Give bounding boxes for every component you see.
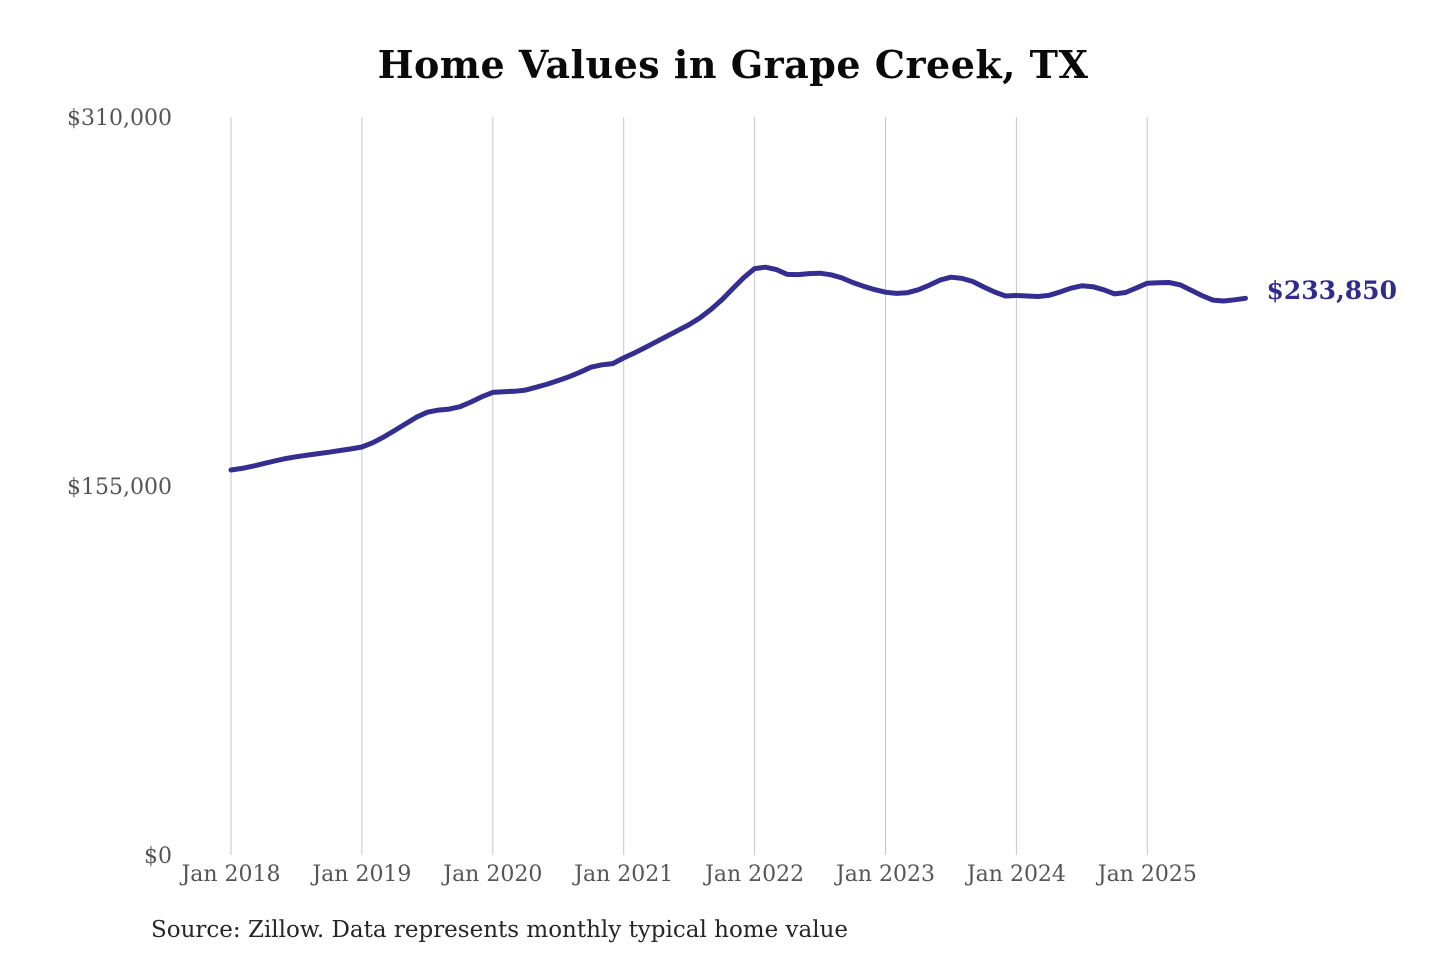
x-axis-tick-label: Jan 2024 <box>965 862 1066 887</box>
source-note: Source: Zillow. Data represents monthly … <box>151 917 849 943</box>
x-axis-tick-label: Jan 2025 <box>1096 862 1197 887</box>
y-axis-tick-label: $310,000 <box>67 106 172 131</box>
x-axis-tick-label: Jan 2018 <box>179 862 280 887</box>
y-axis-tick-label: $155,000 <box>67 475 172 500</box>
y-axis-tick-label: $0 <box>144 844 172 869</box>
x-axis-tick-label: Jan 2020 <box>441 862 542 887</box>
x-axis-tick-label: Jan 2023 <box>834 862 935 887</box>
home-value-line <box>228 264 1248 473</box>
x-axis-tick-label: Jan 2021 <box>572 862 673 887</box>
x-axis-tick-label: Jan 2019 <box>310 862 411 887</box>
x-axis-tick-label: Jan 2022 <box>703 862 804 887</box>
final-value-label: $233,850 <box>1267 276 1397 305</box>
chart-title: Home Values in Grape Creek, TX <box>377 42 1089 87</box>
